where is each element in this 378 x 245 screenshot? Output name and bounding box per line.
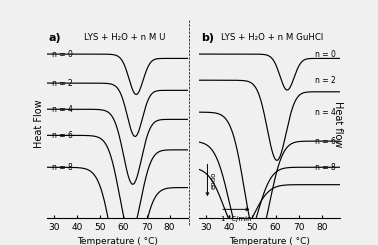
X-axis label: Temperature ( °C): Temperature ( °C) xyxy=(77,237,158,245)
Text: n = 4: n = 4 xyxy=(315,108,336,117)
Text: n = 0: n = 0 xyxy=(315,49,336,59)
Text: n = 6: n = 6 xyxy=(315,137,336,146)
Text: n = 8: n = 8 xyxy=(52,163,73,172)
Text: b): b) xyxy=(201,33,214,43)
Text: endo: endo xyxy=(211,172,217,189)
Text: n = 0: n = 0 xyxy=(52,49,73,59)
Text: LYS + H₂O + n M U: LYS + H₂O + n M U xyxy=(84,33,166,42)
Text: n = 8: n = 8 xyxy=(315,163,336,172)
X-axis label: Temperature ( °C): Temperature ( °C) xyxy=(229,237,310,245)
Text: n = 4: n = 4 xyxy=(52,105,73,114)
Y-axis label: Heat Flow: Heat Flow xyxy=(34,99,45,148)
Text: LYS + H₂O + n M GuHCl: LYS + H₂O + n M GuHCl xyxy=(222,33,324,42)
Text: a): a) xyxy=(49,33,61,43)
Text: n = 2: n = 2 xyxy=(315,76,336,85)
Text: n = 6: n = 6 xyxy=(52,131,73,140)
Y-axis label: Heat flow: Heat flow xyxy=(333,100,343,147)
Text: 1 °C/min: 1 °C/min xyxy=(221,215,252,222)
Text: n = 2: n = 2 xyxy=(52,79,73,88)
